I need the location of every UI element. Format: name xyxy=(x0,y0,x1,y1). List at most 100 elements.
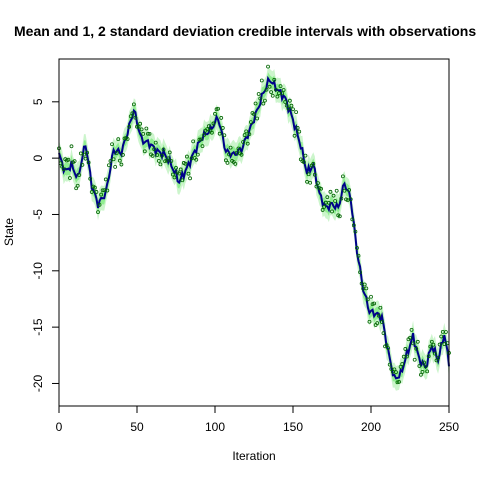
observation-point xyxy=(128,114,133,119)
observation-point xyxy=(183,161,188,166)
observation-point xyxy=(169,159,174,163)
observation-point xyxy=(398,364,403,369)
observation-point xyxy=(85,150,89,155)
observation-point xyxy=(337,214,342,219)
observation-point xyxy=(227,152,231,157)
observation-point xyxy=(439,334,444,339)
observation-point xyxy=(283,100,288,104)
observation-point xyxy=(147,131,152,136)
observation-point xyxy=(355,246,359,250)
observation-point xyxy=(261,101,266,106)
y-axis-label: State xyxy=(2,218,16,246)
observation-point xyxy=(211,121,216,126)
observation-point xyxy=(206,124,211,129)
observation-point xyxy=(331,193,336,198)
y-tick-label: -5 xyxy=(31,209,45,220)
observation-point xyxy=(403,347,408,351)
x-tick-label: 50 xyxy=(130,420,144,434)
observation-point xyxy=(188,176,192,181)
observation-point xyxy=(130,111,135,116)
y-tick-label: 5 xyxy=(31,98,45,105)
observation-point xyxy=(78,151,83,156)
observation-point xyxy=(178,167,183,172)
observation-point xyxy=(205,127,210,132)
observation-point xyxy=(133,115,138,120)
x-tick-label: 100 xyxy=(205,420,225,434)
observation-point xyxy=(269,90,274,95)
observation-point xyxy=(82,152,86,157)
observation-point xyxy=(443,330,448,334)
observation-point xyxy=(77,173,82,177)
observation-point xyxy=(404,354,409,359)
observation-point xyxy=(217,131,222,136)
observation-point xyxy=(174,165,178,170)
observation-point xyxy=(351,223,356,228)
observation-point xyxy=(422,360,426,365)
observation-point xyxy=(394,370,398,375)
observation-point xyxy=(414,346,419,351)
observation-point xyxy=(252,112,256,117)
observation-point xyxy=(294,110,299,115)
observation-point xyxy=(161,147,166,152)
observation-point xyxy=(291,107,295,112)
observation-point xyxy=(141,131,146,136)
observation-point xyxy=(66,157,71,162)
observation-point xyxy=(75,183,80,188)
observation-point xyxy=(68,176,72,180)
observation-point xyxy=(200,144,205,149)
observation-point xyxy=(108,159,113,163)
observation-point xyxy=(353,229,358,234)
observation-point xyxy=(286,106,291,111)
observation-point xyxy=(437,342,442,347)
y-tick-label: -15 xyxy=(31,318,45,336)
observation-point xyxy=(209,130,214,135)
observation-point xyxy=(356,253,361,258)
observation-point xyxy=(185,154,189,159)
observation-point xyxy=(302,160,306,165)
observation-point xyxy=(239,152,244,157)
observation-point xyxy=(314,184,319,189)
observation-point xyxy=(292,133,297,138)
observation-point xyxy=(255,116,260,121)
observation-point xyxy=(287,98,292,103)
observation-point xyxy=(297,129,302,134)
observation-point xyxy=(225,160,230,165)
observation-point xyxy=(127,124,132,129)
observation-point xyxy=(316,181,320,186)
observation-point xyxy=(167,150,172,155)
observation-point xyxy=(284,103,289,108)
observation-point xyxy=(333,199,338,203)
observation-point xyxy=(92,185,97,190)
observation-point xyxy=(330,209,334,214)
observation-point xyxy=(308,180,313,185)
observation-point xyxy=(319,186,323,191)
observation-point xyxy=(328,189,333,194)
observation-point xyxy=(311,161,316,166)
observation-point xyxy=(136,124,141,129)
observation-point xyxy=(119,162,124,167)
observation-point xyxy=(397,379,401,384)
observation-point xyxy=(364,286,369,291)
observation-point xyxy=(139,127,144,132)
observation-point xyxy=(420,370,425,374)
x-tick-label: 150 xyxy=(283,420,303,434)
x-axis-label: Iteration xyxy=(232,449,275,463)
observation-point xyxy=(264,87,269,92)
observation-point xyxy=(367,319,372,324)
observation-point xyxy=(428,344,433,349)
observation-point xyxy=(113,164,118,169)
observation-point xyxy=(177,171,182,176)
mean-line xyxy=(58,75,450,380)
y-axis: -20 -15 -10 -5 0 5 xyxy=(31,98,60,392)
observation-point xyxy=(369,294,373,299)
x-axis: 0 50 100 150 200 250 xyxy=(56,405,459,434)
observation-point xyxy=(88,176,93,181)
observation-point xyxy=(408,335,412,340)
observation-point xyxy=(334,188,339,193)
observation-point xyxy=(248,120,253,125)
observation-point xyxy=(419,372,423,377)
observation-point xyxy=(322,204,327,209)
observation-point xyxy=(384,343,389,348)
